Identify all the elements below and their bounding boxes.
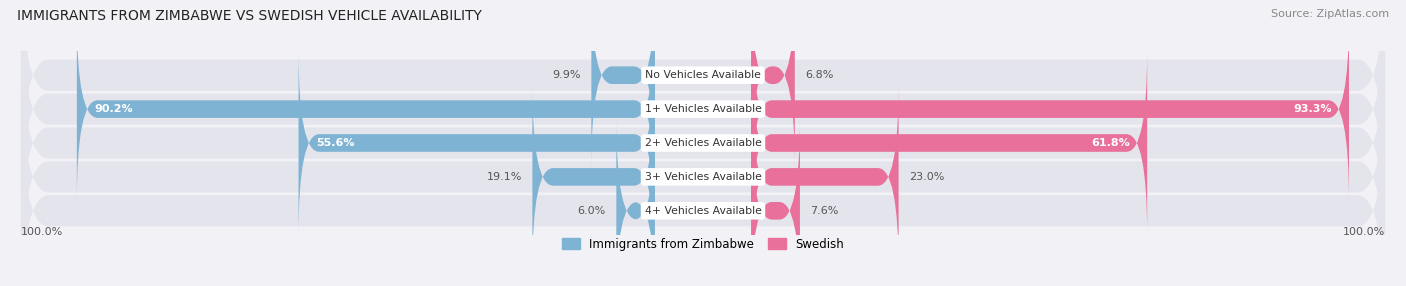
Text: 61.8%: 61.8% (1091, 138, 1130, 148)
FancyBboxPatch shape (751, 50, 1147, 236)
Text: 19.1%: 19.1% (486, 172, 522, 182)
Text: 2+ Vehicles Available: 2+ Vehicles Available (644, 138, 762, 148)
Text: 6.0%: 6.0% (578, 206, 606, 216)
Text: 100.0%: 100.0% (21, 227, 63, 237)
FancyBboxPatch shape (751, 84, 898, 270)
Text: 6.8%: 6.8% (806, 70, 834, 80)
FancyBboxPatch shape (751, 118, 800, 286)
FancyBboxPatch shape (77, 16, 655, 202)
FancyBboxPatch shape (751, 0, 794, 168)
FancyBboxPatch shape (21, 91, 1385, 286)
FancyBboxPatch shape (21, 23, 1385, 263)
Text: IMMIGRANTS FROM ZIMBABWE VS SWEDISH VEHICLE AVAILABILITY: IMMIGRANTS FROM ZIMBABWE VS SWEDISH VEHI… (17, 9, 482, 23)
Text: 4+ Vehicles Available: 4+ Vehicles Available (644, 206, 762, 216)
Text: Source: ZipAtlas.com: Source: ZipAtlas.com (1271, 9, 1389, 19)
Text: 1+ Vehicles Available: 1+ Vehicles Available (644, 104, 762, 114)
FancyBboxPatch shape (751, 16, 1348, 202)
FancyBboxPatch shape (298, 50, 655, 236)
Text: 100.0%: 100.0% (1343, 227, 1385, 237)
FancyBboxPatch shape (21, 0, 1385, 195)
Text: 7.6%: 7.6% (810, 206, 838, 216)
FancyBboxPatch shape (616, 118, 655, 286)
Text: 55.6%: 55.6% (316, 138, 354, 148)
Text: 23.0%: 23.0% (908, 172, 945, 182)
FancyBboxPatch shape (21, 57, 1385, 286)
Text: 3+ Vehicles Available: 3+ Vehicles Available (644, 172, 762, 182)
FancyBboxPatch shape (21, 0, 1385, 229)
Text: 93.3%: 93.3% (1294, 104, 1331, 114)
Text: 9.9%: 9.9% (553, 70, 581, 80)
Legend: Immigrants from Zimbabwe, Swedish: Immigrants from Zimbabwe, Swedish (562, 238, 844, 251)
Text: 90.2%: 90.2% (94, 104, 132, 114)
FancyBboxPatch shape (592, 0, 655, 168)
FancyBboxPatch shape (533, 84, 655, 270)
Text: No Vehicles Available: No Vehicles Available (645, 70, 761, 80)
